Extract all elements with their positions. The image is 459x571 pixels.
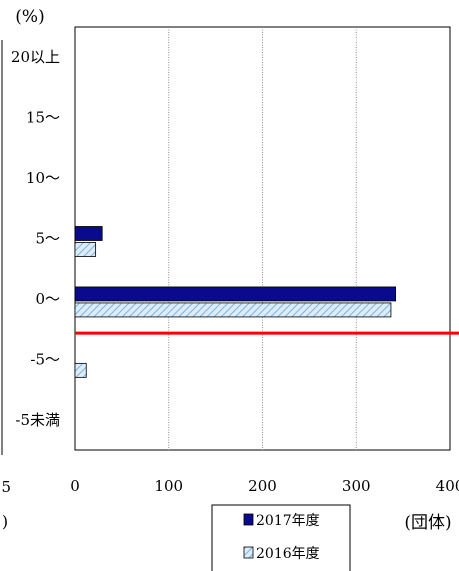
x-tick-label-100: 100 xyxy=(154,477,183,495)
legend-swatch-2016 xyxy=(243,546,254,559)
bar-2017年度-0～ xyxy=(74,286,397,302)
left-cropped-paren: ) xyxy=(2,512,8,531)
legend-box xyxy=(211,504,351,571)
category-label-1: 15～ xyxy=(26,109,60,127)
category-labels: 20以上 15～ 10～ 5～ 0～ -5～ -5未満 xyxy=(11,48,60,429)
legend: 2017年度 2016年度 xyxy=(211,504,351,571)
legend-label-2017: 2017年度 xyxy=(256,513,320,529)
x-tick-label-0: 0 xyxy=(70,477,80,495)
category-label-5: -5～ xyxy=(30,350,60,368)
bar-2016年度-0～ xyxy=(74,302,392,318)
gridlines xyxy=(168,27,357,450)
x-tick-label-300: 300 xyxy=(342,477,371,495)
legend-swatch-2017 xyxy=(243,513,254,526)
x-unit-label: (団体) xyxy=(404,513,451,533)
category-label-4: 0～ xyxy=(35,290,60,308)
category-label-2: 10～ xyxy=(26,169,60,187)
left-cropped-tick-label: 5 xyxy=(1,478,11,496)
x-tick-label-400: 400 xyxy=(436,477,459,495)
bar-2017年度-5～ xyxy=(74,226,103,241)
x-tick-label-200: 200 xyxy=(248,477,277,495)
bar-2016年度--5～ xyxy=(74,362,87,378)
category-label-6: -5未満 xyxy=(15,411,60,429)
bar-2016年度-5～ xyxy=(74,242,97,257)
category-label-3: 5～ xyxy=(35,230,60,248)
y-unit-label: (%) xyxy=(15,7,44,27)
bars xyxy=(74,226,397,378)
legend-label-2016: 2016年度 xyxy=(256,546,320,562)
category-label-0: 20以上 xyxy=(11,48,60,66)
x-tick-labels: 0 100 200 300 400 xyxy=(70,477,459,495)
